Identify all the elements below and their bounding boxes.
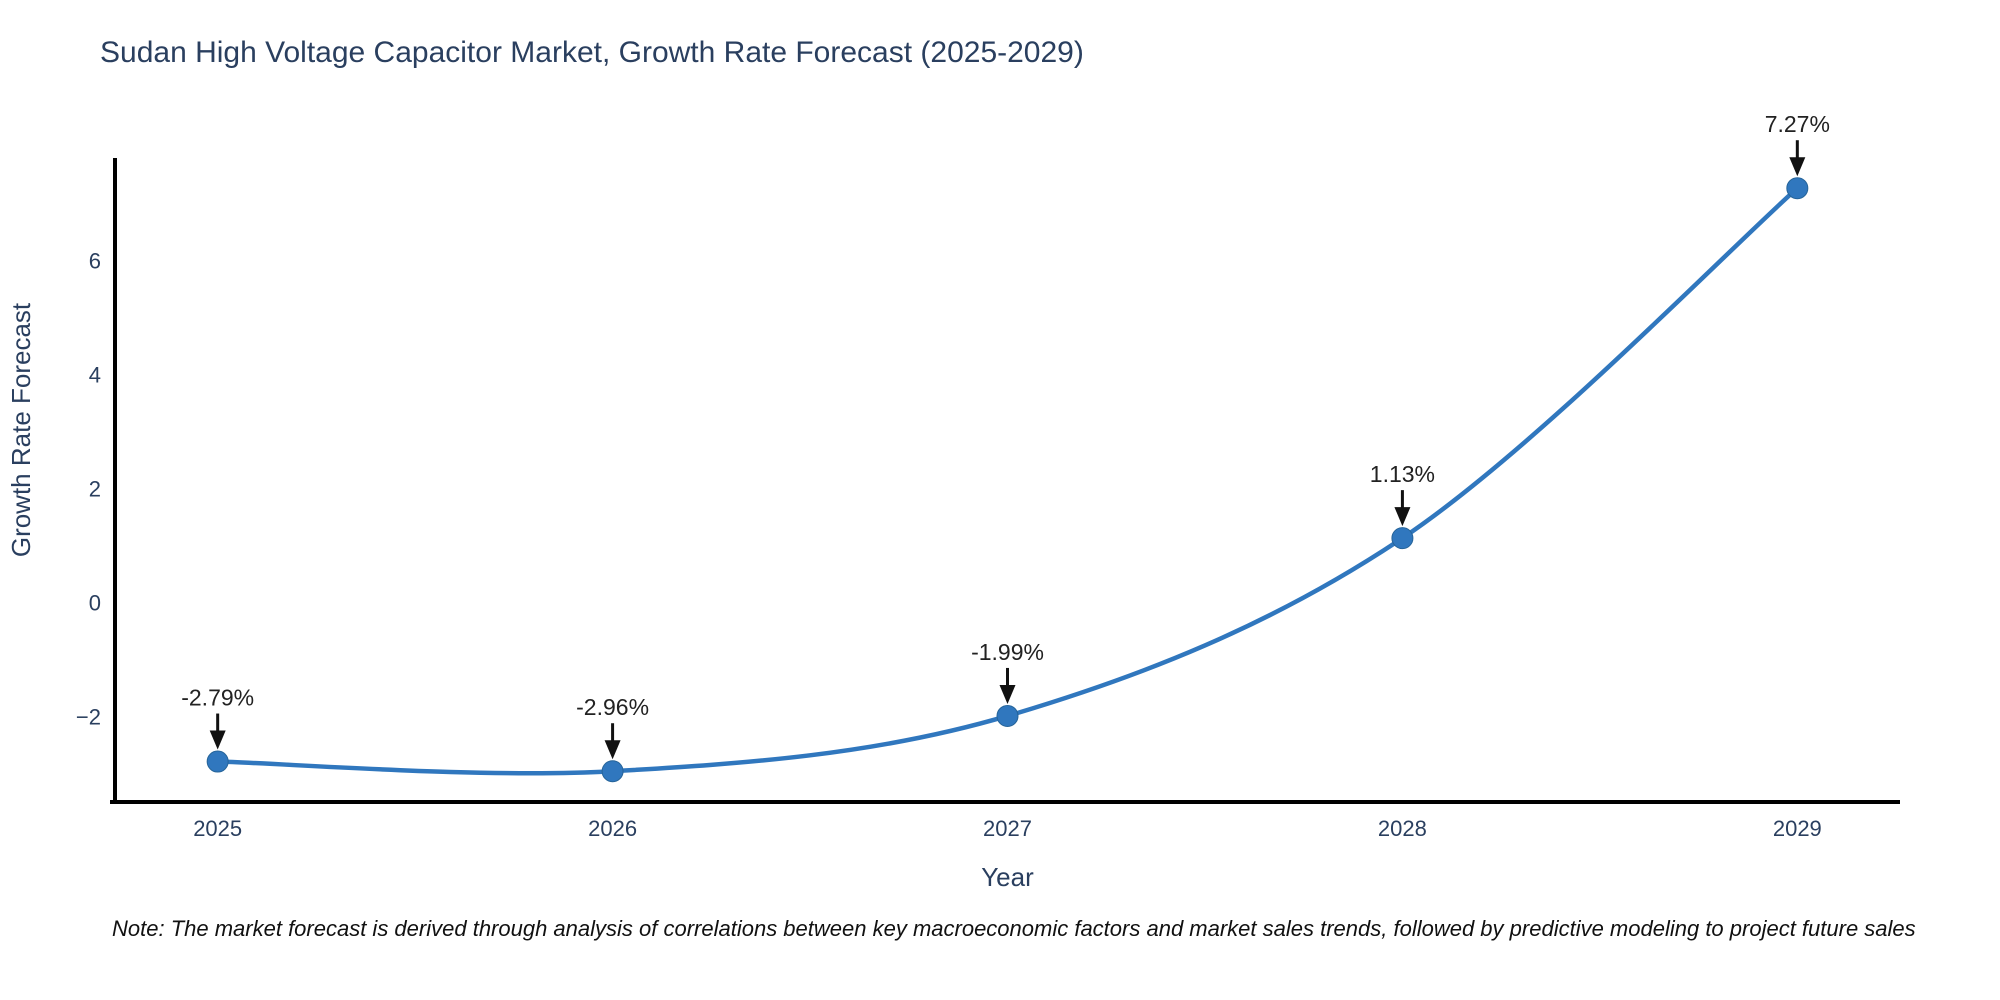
- y-tick-label: 6: [89, 249, 101, 274]
- annotation-label: 1.13%: [1370, 461, 1435, 487]
- chart-title: Sudan High Voltage Capacitor Market, Gro…: [100, 36, 1084, 69]
- annotation-arrow-head: [604, 740, 621, 760]
- y-tick-label: 4: [89, 363, 101, 388]
- y-axis-title: Growth Rate Forecast: [6, 302, 36, 557]
- x-tick-label: 2027: [983, 816, 1032, 841]
- data-point-marker: [206, 750, 229, 773]
- annotation-arrow-head: [1394, 507, 1411, 527]
- data-point-marker: [996, 704, 1019, 727]
- y-tick-label: 0: [89, 591, 101, 616]
- x-tick-label: 2028: [1378, 816, 1427, 841]
- y-tick-label: 2: [89, 477, 101, 502]
- annotation-arrow-head: [1789, 157, 1806, 177]
- x-tick-label: 2026: [588, 816, 637, 841]
- data-point-marker: [1391, 527, 1414, 550]
- data-point-marker: [601, 760, 624, 783]
- annotation-label: -2.96%: [576, 694, 649, 720]
- annotation-label: -2.79%: [181, 685, 254, 711]
- series-line: [215, 185, 1800, 776]
- annotation-label: 7.27%: [1765, 111, 1830, 137]
- x-axis-title: Year: [981, 862, 1034, 892]
- y-tick-label: −2: [76, 705, 101, 730]
- annotation-label: -1.99%: [971, 639, 1044, 665]
- x-tick-label: 2029: [1773, 816, 1822, 841]
- methodology-note: Note: The market forecast is derived thr…: [112, 916, 1916, 941]
- annotation-arrow-head: [209, 730, 226, 750]
- data-point-marker: [1786, 177, 1809, 200]
- annotation-arrow-head: [999, 684, 1016, 704]
- x-tick-label: 2025: [193, 816, 242, 841]
